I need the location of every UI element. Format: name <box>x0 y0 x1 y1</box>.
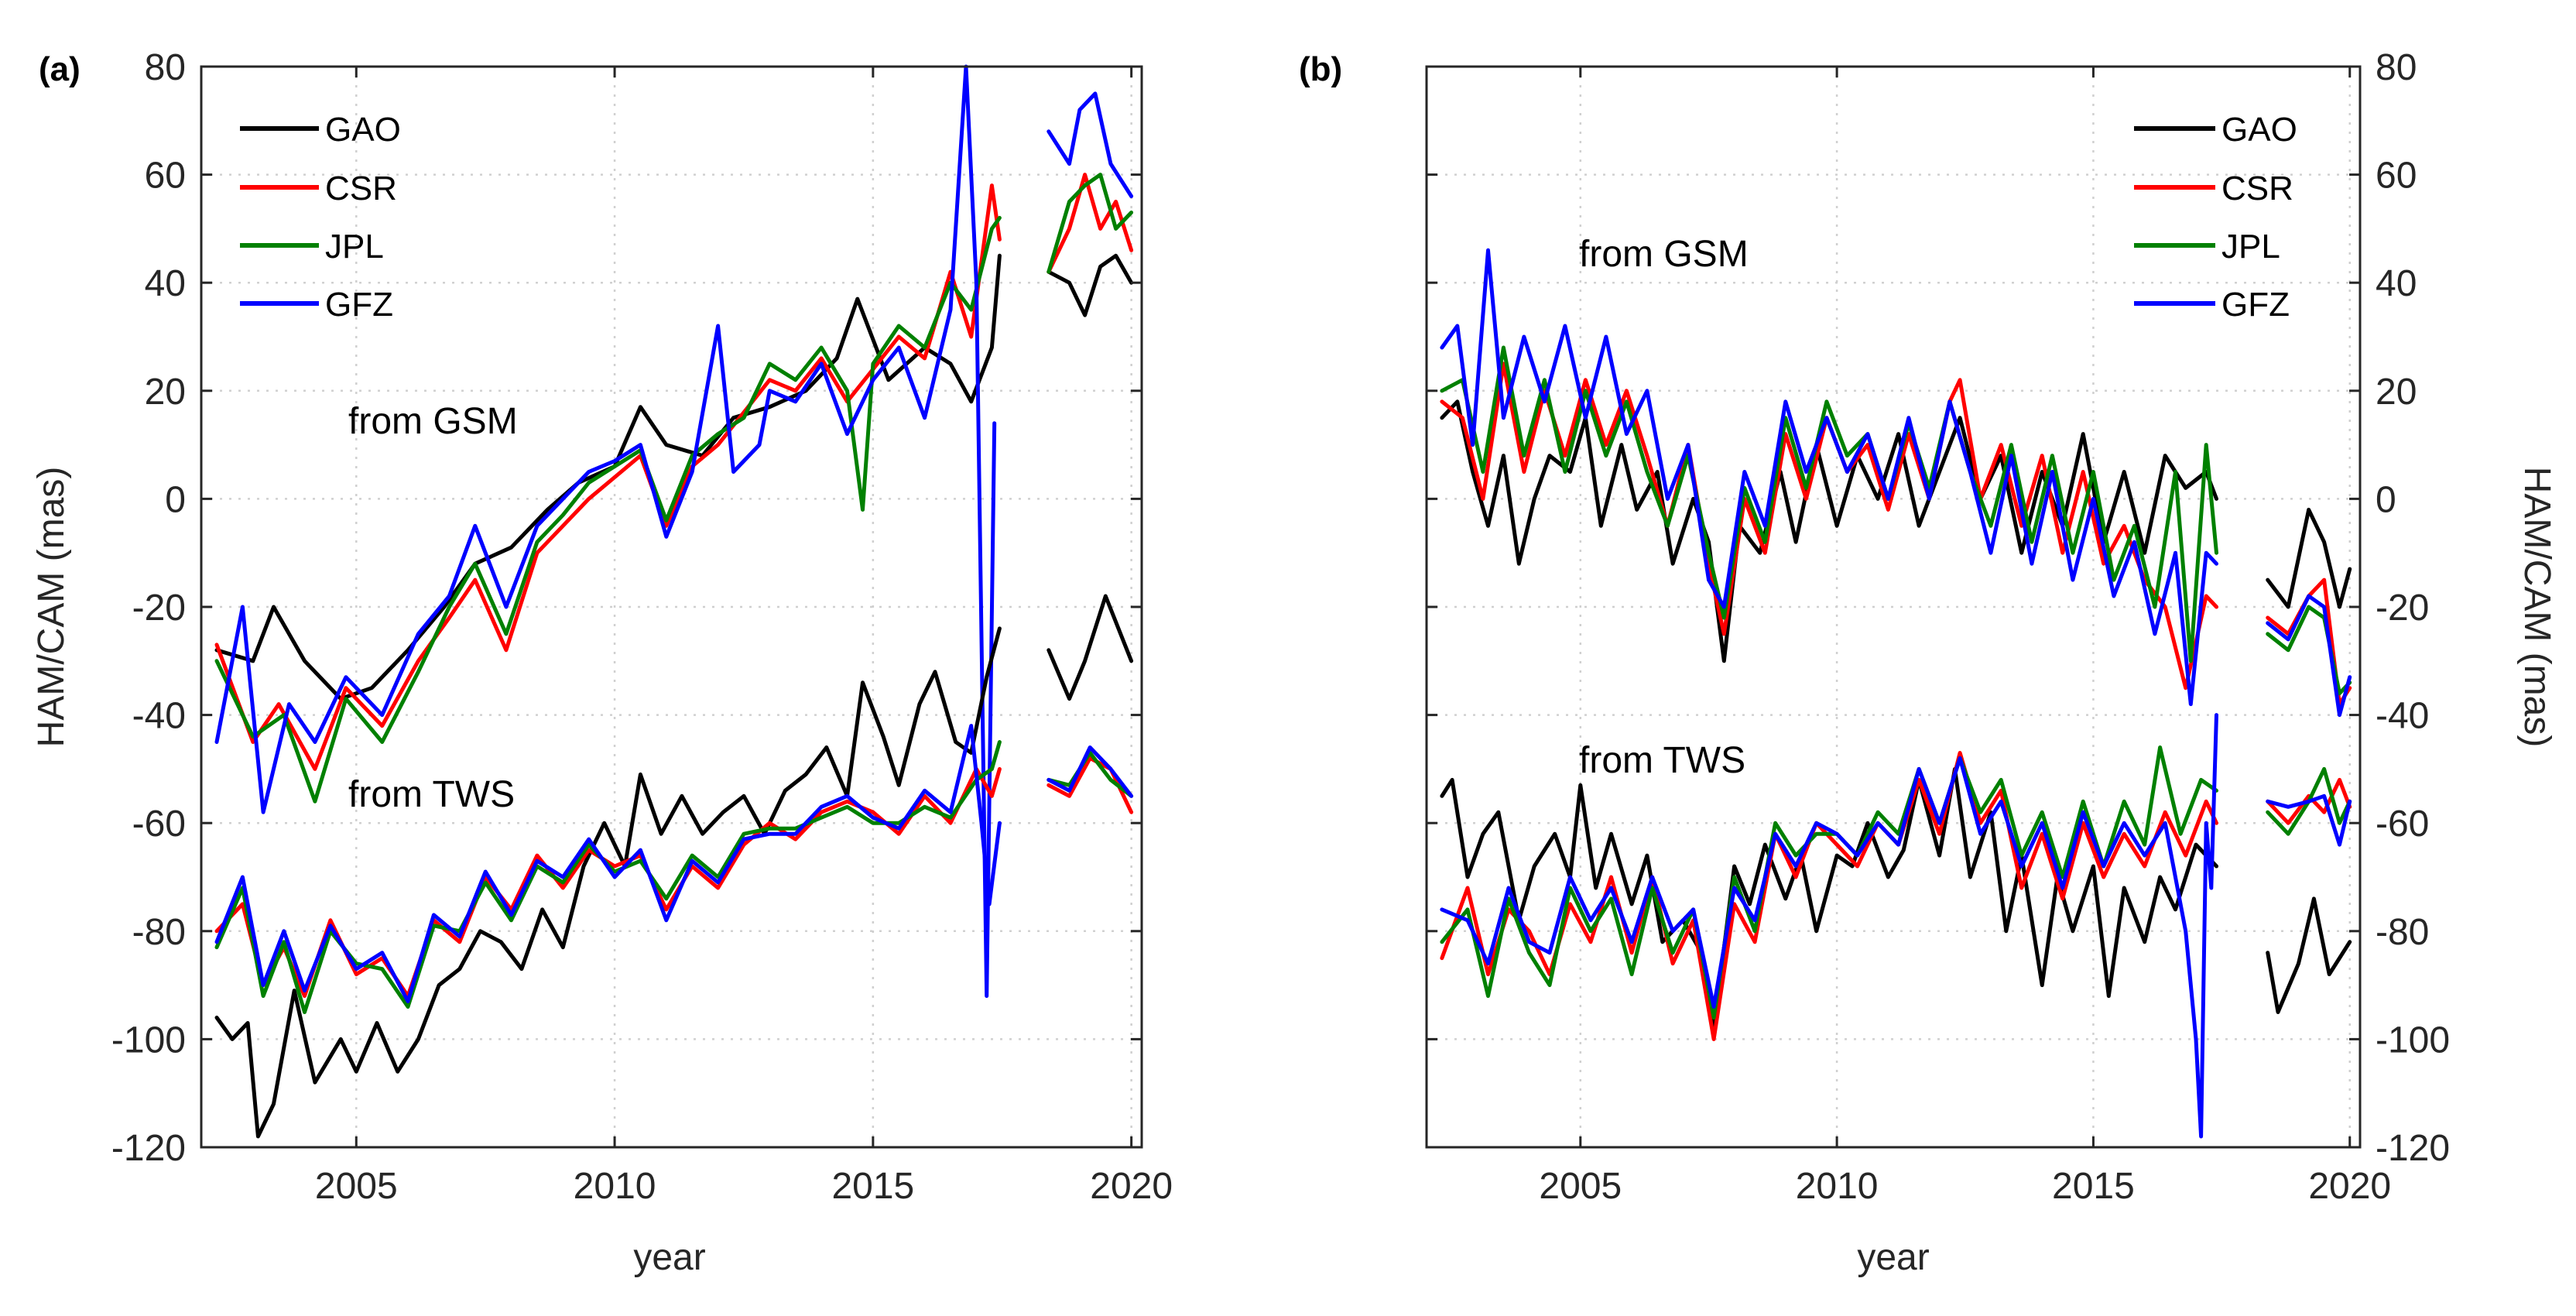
legend-label-csr-a: CSR <box>325 170 397 207</box>
y-tick-label: -80 <box>132 912 186 953</box>
y-ticks-a: -120 -100 -80 -60 -40 -20 0 20 40 60 80 <box>111 47 1142 1169</box>
y-tick-label: -120 <box>2376 1128 2450 1169</box>
y-tick-label: -100 <box>111 1020 186 1061</box>
y-tick-label: 80 <box>145 47 186 88</box>
y-tick-label: -60 <box>2376 804 2429 845</box>
y-tick-label: -120 <box>111 1128 186 1169</box>
x-ticks-a: 2005 2010 2015 2020 <box>315 67 1173 1207</box>
series-line-gfz-from-tws-a <box>214 724 1134 1003</box>
lines-b <box>1440 248 2352 1139</box>
y-tick-label: 20 <box>2376 372 2417 413</box>
y-axis-label-b: HAM/CAM (mas) <box>2516 467 2557 748</box>
y-tick-label: 80 <box>2376 47 2417 88</box>
y-axis-label-a: HAM/CAM (mas) <box>31 467 72 748</box>
x-tick-label: 2010 <box>574 1166 656 1207</box>
x-tick-label: 2005 <box>315 1166 398 1207</box>
y-tick-label: -40 <box>2376 696 2429 737</box>
series-line-jpl-from-gsm-a <box>214 173 1134 804</box>
y-tick-label: -40 <box>132 696 186 737</box>
series-line-gao-from-gsm-b <box>1440 399 2352 663</box>
legend-label-jpl-b: JPL <box>2221 228 2280 266</box>
panel-label-b: (b) <box>1299 50 1342 88</box>
annotation-from-gsm-a: from GSM <box>348 401 518 442</box>
legend-label-gfz-a: GFZ <box>325 286 393 324</box>
y-tick-label: 0 <box>2376 479 2396 520</box>
x-tick-label: 2005 <box>1539 1166 1622 1207</box>
legend-label-gao-a: GAO <box>325 111 401 149</box>
x-tick-label: 2015 <box>2052 1166 2135 1207</box>
x-tick-label: 2010 <box>1796 1166 1879 1207</box>
y-tick-label: -20 <box>2376 588 2429 629</box>
y-tick-label: 60 <box>145 156 186 197</box>
legend-label-gao-b: GAO <box>2221 111 2297 149</box>
series-line-gao-from-tws-a <box>214 594 1134 1139</box>
panel-b: 2005 2010 2015 2020 -120-100-80-60-40-20020… <box>1299 47 2557 1278</box>
annotation-from-tws-a: from TWS <box>348 774 515 815</box>
x-tick-label: 2020 <box>1090 1166 1173 1207</box>
series-line-gfz-from-gsm-b <box>1440 248 2352 718</box>
y-tick-label: -80 <box>2376 912 2429 953</box>
y-tick-label: 40 <box>145 263 186 304</box>
annotation-from-tws-b: from TWS <box>1579 740 1745 781</box>
legend-label-jpl-a: JPL <box>325 228 384 266</box>
x-ticks-b: 2005 2010 2015 2020 <box>1539 67 2391 1207</box>
y-tick-label: 40 <box>2376 263 2417 304</box>
panel-label-a: (a) <box>39 50 80 88</box>
y-ticks-b: -120 -100 -80 -60 -40 -20 0 20 40 60 80 <box>1427 47 2450 1169</box>
y-tick-label: 60 <box>2376 156 2417 197</box>
series-line-gfz-from-gsm-a <box>214 64 1134 999</box>
series-line-jpl-from-gsm-b <box>1440 345 2352 696</box>
x-tick-label: 2015 <box>831 1166 914 1207</box>
y-tick-label: 20 <box>145 372 186 413</box>
x-tick-label: 2020 <box>2308 1166 2391 1207</box>
panel-a: 2005 2010 2015 2020 -120 -100 -80 -60 -40 -20 0 20… <box>31 47 1173 1278</box>
series-line-gfz-from-tws-b <box>1440 713 2352 1139</box>
series-line-gao-from-tws-b <box>1440 766 2352 1030</box>
series-line-csr-from-tws-b <box>1440 751 2352 1041</box>
y-tick-label: -60 <box>132 804 186 845</box>
legend-label-gfz-b: GFZ <box>2221 286 2290 324</box>
grid-b <box>1427 67 2360 1147</box>
y-tick-label: -20 <box>132 588 186 629</box>
x-axis-label-a: year <box>633 1237 705 1278</box>
legend-a: GAO CSR JPL GFZ <box>240 111 401 324</box>
y-tick-label: 0 <box>165 479 186 520</box>
annotation-from-gsm-b: from GSM <box>1579 234 1749 275</box>
legend-b: GAO CSR JPL GFZ <box>2134 111 2297 324</box>
legend-label-csr-b: CSR <box>2221 170 2293 207</box>
lines-a <box>214 64 1134 1139</box>
x-axis-label-b: year <box>1857 1237 1929 1278</box>
y-tick-label: -100 <box>2376 1020 2450 1061</box>
